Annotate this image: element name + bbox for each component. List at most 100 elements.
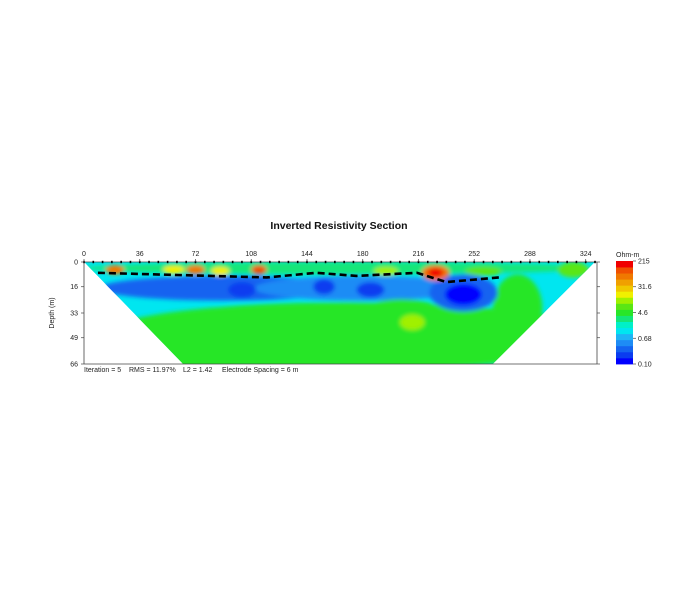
resistivity-anomaly (313, 279, 335, 295)
y-tick-label: 66 (70, 362, 78, 369)
resistivity-anomaly (399, 314, 425, 331)
electrode-marker (408, 260, 410, 264)
y-tick-label: 33 (70, 311, 78, 318)
resistivity-anomaly (162, 265, 185, 275)
electrode-marker (315, 260, 318, 264)
resistivity-anomaly (492, 274, 543, 343)
electrode-marker (352, 260, 355, 264)
electrode-marker (454, 260, 457, 264)
y-tick-label: 49 (70, 335, 78, 342)
resistivity-anomaly (345, 299, 458, 355)
electrode-marker (334, 260, 336, 264)
resistivity-anomaly (356, 282, 385, 298)
electrode-marker (557, 260, 559, 264)
electrode-marker (231, 260, 234, 264)
resistivity-anomaly (228, 282, 256, 298)
colorbar-band (616, 273, 633, 280)
resistivity-anomaly (84, 262, 595, 275)
colorbar-band (616, 291, 633, 298)
x-tick-label: 216 (413, 251, 425, 258)
colorbar-band (616, 309, 633, 316)
section-fill (84, 262, 595, 364)
electrode-marker (241, 260, 243, 264)
electrode-marker (129, 260, 132, 264)
colorbar-band (616, 285, 633, 292)
electrode-marker (464, 260, 466, 264)
colorbar-band (616, 327, 633, 335)
electrode-marker (436, 260, 438, 264)
x-tick-label: 108 (245, 251, 257, 258)
electrode-marker (222, 260, 225, 264)
x-tick-label: 0 (82, 251, 86, 258)
colorbar-unit: Ohm-m (616, 252, 640, 259)
electrode-marker (566, 260, 568, 264)
electrode-marker (594, 260, 596, 264)
colorbar-tick-label: 31.6 (638, 284, 652, 291)
colorbar-tick-label: 0.68 (638, 336, 652, 343)
electrode-marker (287, 260, 290, 264)
colorbar-tick-label: 0.10 (638, 362, 652, 369)
electrode-marker (389, 260, 392, 264)
electrode-marker (157, 260, 160, 264)
electrode-marker (501, 260, 503, 264)
y-tick-label: 16 (70, 284, 78, 291)
colorbar-tick-label: 215 (638, 259, 650, 266)
electrode-marker (492, 260, 494, 264)
x-tick-label: 72 (192, 251, 200, 258)
electrode-marker (92, 260, 95, 264)
electrode-marker (176, 260, 178, 264)
electrode-marker (399, 260, 401, 264)
electrode-marker (120, 260, 122, 264)
x-tick-label: 324 (580, 251, 592, 258)
spacing-text: Electrode Spacing = 6 m (222, 367, 299, 374)
x-tick-label: 288 (524, 251, 536, 258)
electrode-marker (519, 260, 522, 264)
resistivity-anomaly (464, 266, 503, 276)
electrode-marker (538, 260, 541, 264)
resistivity-anomaly (186, 265, 205, 275)
colorbar-band (616, 261, 633, 268)
resistivity-anomaly (145, 333, 270, 364)
l2-text: L2 = 1.42 (183, 367, 212, 374)
electrode-marker (343, 260, 345, 264)
rms-text: RMS = 11.97% (129, 367, 176, 374)
electrode-marker (203, 260, 206, 264)
resistivity-anomaly (557, 262, 589, 278)
electrode-marker (166, 260, 169, 264)
colorbar-tick-label: 4.6 (638, 310, 648, 317)
electrode-marker (185, 260, 187, 264)
colorbar-band (616, 267, 633, 274)
electrode-marker (296, 260, 299, 264)
electrode-marker (371, 260, 373, 264)
electrode-marker (111, 260, 113, 264)
electrode-marker (324, 260, 327, 264)
chart-title: Inverted Resistivity Section (270, 220, 407, 232)
colorbar: 215 31.6 4.6 0.68 0.10 (616, 259, 652, 369)
resistivity-anomaly (373, 266, 399, 276)
resistivity-anomaly (210, 266, 230, 276)
iteration-text: Iteration = 5 (84, 367, 121, 374)
colorbar-band (616, 351, 633, 359)
x-tick-label: 180 (357, 251, 369, 258)
colorbar-band (616, 357, 633, 365)
electrode-marker (380, 260, 383, 264)
colorbar-band (616, 315, 633, 322)
electrode-marker (259, 260, 262, 264)
x-tick-label: 36 (136, 251, 144, 258)
electrode-marker (510, 260, 513, 264)
colorbar-band (616, 279, 633, 286)
resistivity-anomaly (427, 268, 444, 278)
x-tick-label: 252 (468, 251, 480, 258)
colorbar-band (616, 345, 633, 353)
electrode-marker (269, 260, 271, 264)
colorbar-band (616, 303, 633, 310)
colorbar-band (616, 321, 633, 329)
electrode-marker (213, 260, 215, 264)
electrode-marker (101, 260, 104, 264)
x-tick-label: 144 (301, 251, 313, 258)
y-axis-label: Depth (m) (49, 297, 56, 328)
electrode-marker (482, 260, 485, 264)
electrode-marker (426, 260, 429, 264)
interface-line (97, 271, 500, 284)
